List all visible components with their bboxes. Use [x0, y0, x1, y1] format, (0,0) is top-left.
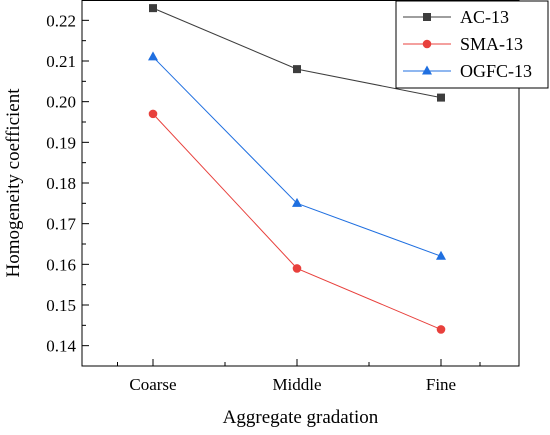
legend-item-sma-13: SMA-13: [403, 34, 523, 54]
legend-marker: [423, 13, 431, 21]
legend-label: SMA-13: [460, 34, 523, 54]
series-ac-13: [149, 4, 445, 102]
legend-item-ogfc-13: OGFC-13: [403, 61, 532, 81]
series-sma-13: [148, 109, 446, 334]
series-layer: [148, 4, 446, 334]
legend-marker: [422, 39, 432, 49]
data-point: [149, 4, 157, 13]
x-axis: Coarse Middle Fine: [117, 359, 481, 394]
legend-marker: [422, 65, 432, 75]
series-ogfc-13: [148, 51, 446, 260]
data-point: [437, 93, 445, 102]
x-tick-label: Fine: [426, 375, 456, 394]
y-tick-label: 0.16: [46, 255, 76, 274]
y-tick-label: 0.22: [46, 11, 76, 30]
y-axis-title: Homogeneity coefficient: [3, 88, 24, 278]
data-point: [148, 109, 158, 119]
x-tick-label: Middle: [272, 375, 321, 394]
series-line: [152, 113, 442, 330]
y-tick-label: 0.14: [46, 337, 76, 356]
data-point: [292, 264, 302, 273]
legend-label: AC-13: [460, 7, 509, 27]
x-tick-label: Coarse: [129, 375, 176, 394]
y-tick-label: 0.17: [46, 215, 76, 234]
legend-item-ac-13: AC-13: [403, 7, 509, 27]
data-point: [293, 65, 301, 74]
y-tick-label: 0.20: [46, 93, 76, 112]
legend-label: OGFC-13: [460, 61, 532, 81]
data-point: [436, 250, 446, 260]
y-axis: 0.14 0.15 0.16 0.17 0.18 0.19 0.20 0.21 0.22: [46, 11, 89, 356]
x-axis-title: Aggregate gradation: [223, 407, 379, 428]
legend: AC-13 SMA-13 OGFC-13: [395, 0, 549, 89]
data-point: [436, 325, 446, 334]
data-point: [292, 197, 302, 207]
data-point: [148, 51, 158, 61]
y-tick-label: 0.18: [46, 174, 76, 193]
y-tick-label: 0.19: [46, 133, 76, 152]
y-tick-label: 0.15: [46, 296, 76, 315]
y-tick-label: 0.21: [46, 52, 76, 71]
